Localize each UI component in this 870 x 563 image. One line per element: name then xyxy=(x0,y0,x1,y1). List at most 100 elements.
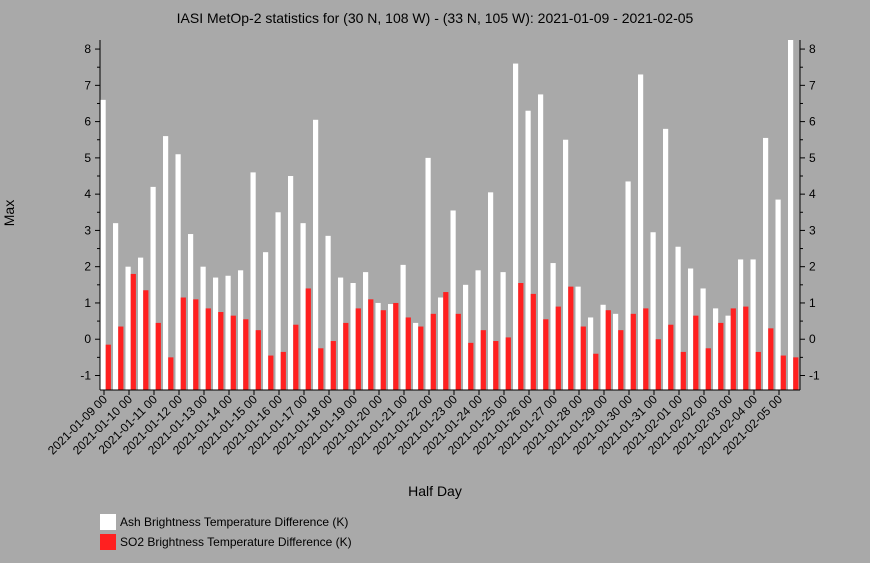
ash-bar xyxy=(600,304,606,390)
so2-bar xyxy=(330,341,336,390)
so2-bar xyxy=(693,315,699,390)
legend-swatch-so2 xyxy=(100,534,116,550)
ash-bar xyxy=(363,272,369,390)
so2-bar xyxy=(730,308,736,390)
ash-bar xyxy=(663,128,669,391)
ash-bar xyxy=(225,275,231,390)
so2-bar xyxy=(530,293,536,390)
ash-bar xyxy=(475,270,481,390)
so2-bar xyxy=(518,283,524,390)
so2-bar xyxy=(593,353,599,390)
ash-bar xyxy=(675,246,681,390)
so2-bar xyxy=(668,324,674,390)
y-tick-label-left: 7 xyxy=(84,78,91,92)
ash-bar xyxy=(575,286,581,390)
so2-bar xyxy=(105,344,111,390)
ash-bar xyxy=(300,223,306,390)
y-tick-label-right: -1 xyxy=(809,368,820,382)
chart-title: IASI MetOp-2 statistics for (30 N, 108 W… xyxy=(176,10,694,26)
y-tick-label-left: 6 xyxy=(84,115,91,129)
y-tick-label-right: 0 xyxy=(809,332,816,346)
so2-bar xyxy=(193,299,199,390)
y-tick-label-left: 2 xyxy=(84,260,91,274)
so2-bar xyxy=(680,351,686,390)
ash-bar xyxy=(788,40,794,390)
ash-bar xyxy=(413,322,419,390)
y-tick-label-left: 0 xyxy=(84,332,91,346)
so2-bar xyxy=(780,355,786,390)
ash-bar xyxy=(625,181,631,390)
so2-bar xyxy=(343,322,349,390)
ash-bar xyxy=(638,74,644,391)
ash-bar xyxy=(238,270,244,390)
ash-bar xyxy=(725,315,731,390)
ash-bar xyxy=(175,154,181,390)
y-tick-label-right: 3 xyxy=(809,223,816,237)
so2-bar xyxy=(355,308,361,390)
so2-bar xyxy=(380,310,386,390)
ash-bar xyxy=(538,94,544,391)
so2-bar xyxy=(255,330,261,390)
ash-bar xyxy=(375,302,381,390)
ash-bar xyxy=(738,259,744,390)
legend-swatch-ash xyxy=(100,514,116,530)
ash-bar xyxy=(525,110,531,390)
so2-bar xyxy=(130,273,136,390)
so2-bar xyxy=(118,326,124,390)
ash-bar xyxy=(713,308,719,390)
ash-bar xyxy=(113,223,119,390)
legend-item-so2: SO2 Brightness Temperature Difference (K… xyxy=(100,532,352,552)
legend-item-ash: Ash Brightness Temperature Difference (K… xyxy=(100,512,352,532)
ash-bar xyxy=(288,176,294,390)
so2-bar xyxy=(230,315,236,390)
so2-bar xyxy=(655,339,661,390)
ash-bar xyxy=(400,264,406,390)
so2-bar xyxy=(268,355,274,390)
y-tick-label-right: 2 xyxy=(809,260,816,274)
ash-bar xyxy=(275,212,281,390)
ash-bar xyxy=(613,313,619,390)
y-tick-label-right: 6 xyxy=(809,115,816,129)
so2-bar xyxy=(280,351,286,390)
so2-bar xyxy=(768,328,774,390)
y-tick-label-right: 7 xyxy=(809,78,816,92)
so2-bar xyxy=(318,348,324,390)
so2-bar xyxy=(180,297,186,390)
ash-bar xyxy=(450,210,456,390)
ash-bar xyxy=(200,266,206,390)
so2-bar xyxy=(405,317,411,390)
ash-bar xyxy=(688,268,694,390)
bars-group xyxy=(100,40,799,391)
so2-bar xyxy=(793,357,799,390)
legend: Ash Brightness Temperature Difference (K… xyxy=(100,512,352,552)
y-tick-label-left: -1 xyxy=(80,368,91,382)
y-tick-label-right: 8 xyxy=(809,42,816,56)
ash-bar xyxy=(588,317,594,390)
ash-bar xyxy=(438,297,444,390)
ash-bar xyxy=(250,172,256,390)
so2-bar xyxy=(168,357,174,390)
so2-bar xyxy=(393,302,399,390)
so2-bar xyxy=(543,319,549,390)
ash-bar xyxy=(775,199,781,390)
so2-bar xyxy=(155,322,161,390)
ash-bar xyxy=(338,277,344,390)
ash-bar xyxy=(350,283,356,390)
so2-bar xyxy=(368,299,374,390)
ash-bar xyxy=(513,63,519,390)
y-tick-label-left: 4 xyxy=(84,187,91,201)
so2-bar xyxy=(480,330,486,390)
so2-bar xyxy=(555,306,561,390)
y-tick-label-left: 1 xyxy=(84,296,91,310)
ash-bar xyxy=(563,139,569,390)
so2-bar xyxy=(243,319,249,390)
y-tick-label-left: 3 xyxy=(84,223,91,237)
ash-bar xyxy=(100,99,106,390)
so2-bar xyxy=(218,312,224,390)
so2-bar xyxy=(718,322,724,390)
ash-bar xyxy=(763,137,769,390)
so2-bar xyxy=(755,351,761,390)
ash-bar xyxy=(138,257,144,390)
ash-bar xyxy=(325,235,331,390)
